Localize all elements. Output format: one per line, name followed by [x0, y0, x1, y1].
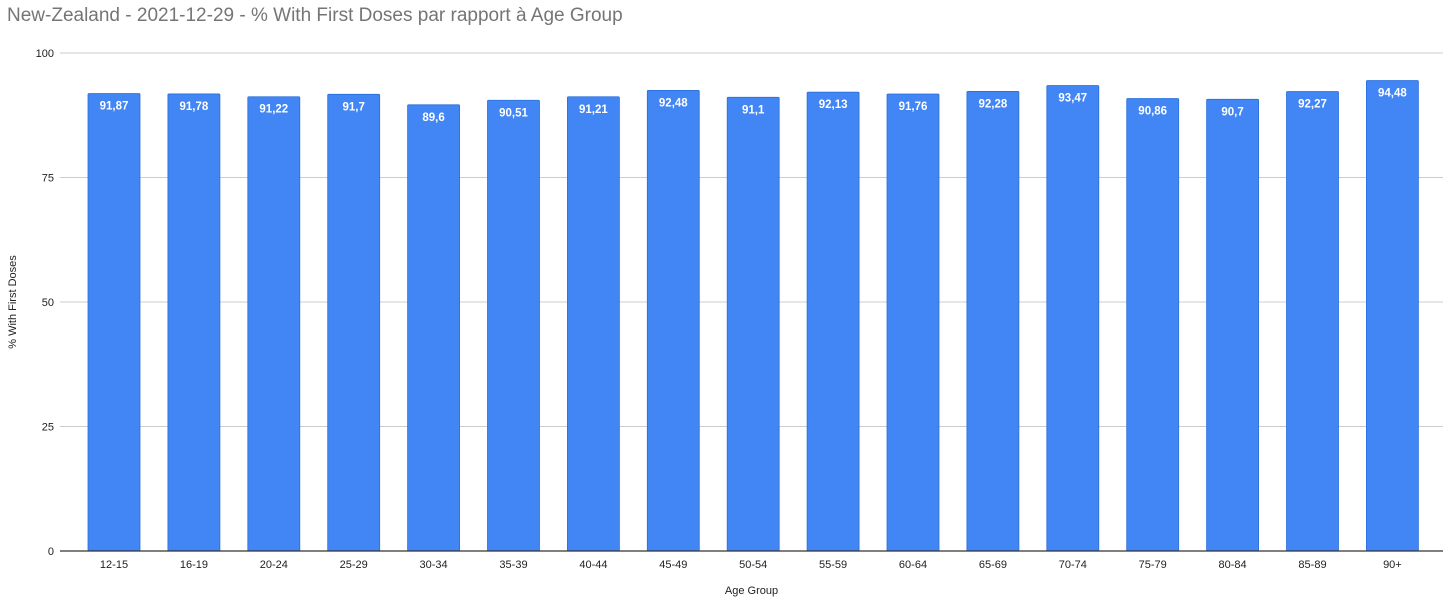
x-tick-label: 65-69: [979, 559, 1007, 571]
bar-55-59: [806, 91, 860, 552]
data-label: 91,22: [259, 104, 288, 116]
bar-35-39: [487, 99, 540, 552]
y-tick-label: 50: [42, 297, 54, 309]
data-label: 90,86: [1138, 106, 1167, 118]
bar-12-15: [87, 93, 141, 552]
data-label: 91,1: [742, 104, 765, 116]
data-label: 91,78: [180, 101, 209, 113]
x-tick-label: 60-64: [899, 559, 927, 571]
bar-30-34: [407, 104, 461, 552]
data-label: 90,51: [499, 107, 528, 119]
bar-80-84: [1206, 98, 1259, 552]
bar-45-49: [646, 90, 700, 552]
x-tick-label: 50-54: [739, 559, 767, 571]
data-label: 91,21: [579, 104, 608, 116]
bar-50-54: [726, 96, 780, 552]
x-tick-label: 45-49: [659, 559, 687, 571]
x-tick-label: 55-59: [819, 559, 847, 571]
x-tick-label: 25-29: [340, 559, 368, 571]
bar-60-64: [886, 93, 940, 552]
chart-title: New-Zealand - 2021-12-29 - % With First …: [7, 5, 623, 26]
x-tick-label: 16-19: [180, 559, 208, 571]
data-label: 92,27: [1298, 98, 1327, 110]
data-label: 91,87: [100, 100, 129, 112]
x-tick-label: 75-79: [1139, 559, 1167, 571]
bar-20-24: [247, 96, 301, 552]
bar-85-89: [1286, 91, 1339, 552]
x-tick-label: 90+: [1383, 559, 1402, 571]
data-label: 92,28: [979, 98, 1008, 110]
y-axis-title: % With First Doses: [7, 255, 19, 349]
bar-40-44: [567, 96, 620, 552]
data-label: 92,48: [659, 97, 688, 109]
y-tick-label: 75: [42, 173, 54, 185]
y-tick-label: 100: [36, 48, 54, 60]
x-tick-label: 30-34: [420, 559, 448, 571]
data-label: 92,13: [819, 99, 848, 111]
x-tick-label: 40-44: [579, 559, 607, 571]
data-label: 91,7: [343, 101, 365, 113]
x-tick-label: 35-39: [499, 559, 527, 571]
data-label: 91,76: [899, 101, 928, 113]
x-tick-label: 85-89: [1298, 559, 1326, 571]
bar-70-74: [1046, 85, 1100, 552]
bar-90+: [1366, 80, 1419, 552]
x-tick-label: 20-24: [260, 559, 288, 571]
x-tick-label: 80-84: [1219, 559, 1247, 571]
data-label: 90,7: [1221, 106, 1243, 118]
y-tick-label: 25: [42, 422, 54, 434]
data-label: 89,6: [422, 112, 444, 124]
x-tick-label: 12-15: [100, 559, 128, 571]
bar-16-19: [167, 93, 221, 552]
y-tick-label: 0: [48, 546, 54, 558]
x-tick-label: 70-74: [1059, 559, 1087, 571]
x-axis-title: Age Group: [725, 585, 778, 597]
bar-25-29: [327, 93, 381, 552]
bar-65-69: [966, 91, 1020, 552]
bar-75-79: [1126, 98, 1180, 552]
data-label: 94,48: [1378, 87, 1407, 99]
data-label: 93,47: [1058, 93, 1087, 105]
